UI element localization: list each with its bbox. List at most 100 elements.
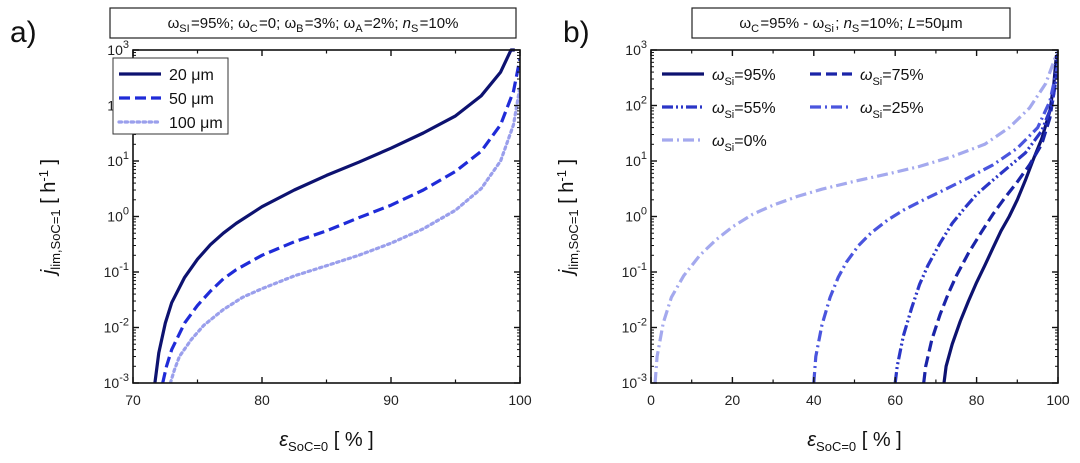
annotation-part: n (403, 15, 411, 32)
y-tick-exponent: 1 (123, 150, 129, 162)
annotation-part: =95%; ω (191, 15, 250, 32)
series-group (653, 49, 1058, 383)
legend-symbol: ω (712, 100, 724, 117)
y-tick-mantissa: 10 (625, 153, 641, 169)
legend-subscript: Si (872, 109, 882, 121)
x-axis-title: εSoC=0 [ % ] (807, 429, 902, 454)
y-tick-mantissa: 10 (622, 375, 638, 391)
y-tick-exponent: -3 (637, 372, 647, 384)
series-line-2 (893, 66, 1058, 383)
legend-subscript: Si (724, 76, 734, 88)
chart-panel-b: b)0 20 40 60 80 10010-310-210-1100101102103εS… (554, 7, 1070, 454)
y-axis-subscript: lim,SoC=1 (48, 209, 63, 269)
y-tick-mantissa: 10 (107, 209, 123, 225)
y-tick-label: 103 (625, 39, 647, 58)
y-axis-unit: [ h (38, 182, 60, 210)
y-tick-exponent: 2 (641, 95, 647, 107)
annotation-box (691, 7, 1011, 39)
y-tick-mantissa: 10 (104, 264, 120, 280)
annotation-subscript: C (751, 23, 759, 35)
y-axis-unit-end: ] (556, 159, 578, 170)
y-tick-exponent: 3 (123, 39, 129, 51)
legend-symbol: ω (712, 67, 724, 84)
y-tick-mantissa: 10 (625, 42, 641, 58)
y-tick-exponent: 1 (641, 150, 647, 162)
panel-letter: b) (563, 16, 590, 49)
annotation-part: L (908, 15, 916, 32)
annotation-part: ω (739, 15, 751, 32)
series-line-0 (942, 55, 1058, 383)
series-line-0 (153, 48, 515, 383)
y-tick-mantissa: 10 (625, 209, 641, 225)
legend-subscript: Si (724, 109, 734, 121)
y-tick-label: 10-1 (104, 261, 129, 280)
legend-label: ωSi=95% (712, 67, 776, 88)
y-tick-exponent: -1 (119, 261, 129, 273)
series-line-4 (653, 49, 1058, 383)
y-tick-label: 10-2 (104, 317, 129, 336)
annotation-part: ω (168, 15, 180, 32)
legend-value: =0% (734, 133, 766, 150)
y-tick-label: 10-3 (104, 372, 129, 391)
x-tick-label: 70 (125, 392, 141, 408)
legend-value: =95% (734, 67, 775, 84)
x-tick-label: 100 (508, 392, 532, 408)
x-tick-label: 80 (969, 392, 985, 408)
annotation-part: =95% - ω (760, 15, 824, 32)
y-tick-mantissa: 10 (104, 375, 120, 391)
y-tick-mantissa: 10 (625, 98, 641, 114)
x-tick-label: 80 (254, 392, 270, 408)
annotation-subscript: A (355, 23, 363, 35)
legend-label: ωSi=55% (712, 100, 776, 121)
y-tick-mantissa: 10 (107, 42, 123, 58)
legend-subscript: Si (724, 142, 734, 154)
x-tick-label: 40 (806, 392, 822, 408)
y-tick-label: 103 (107, 39, 129, 58)
x-tick-label: 20 (725, 392, 741, 408)
legend-value: =55% (734, 100, 775, 117)
y-tick-exponent: 0 (641, 206, 647, 218)
y-axis-unit: [ h (556, 182, 578, 210)
y-axis-unit-end: ] (38, 159, 60, 170)
legend-label: ωSi=0% (712, 133, 767, 154)
x-tick-label: 60 (887, 392, 903, 408)
legend-label: 50 μm (169, 91, 214, 108)
annotation-part: =10% (420, 15, 459, 32)
y-tick-label: 10-2 (622, 317, 647, 336)
x-axis-unit: [ % ] (328, 429, 374, 451)
annotation-part: =50μm (916, 15, 963, 32)
y-tick-mantissa: 10 (107, 153, 123, 169)
y-tick-exponent: -3 (119, 372, 129, 384)
y-tick-label: 10-1 (622, 261, 647, 280)
legend-value: =25% (882, 100, 923, 117)
y-tick-mantissa: 10 (104, 320, 120, 336)
legend-label: ωSi=25% (860, 100, 924, 121)
x-axis-unit: [ % ] (856, 429, 902, 451)
annotation-part: =10%; (861, 15, 908, 32)
y-tick-label: 101 (107, 150, 129, 169)
legend-label: ωSi=75% (860, 67, 924, 88)
annotation-subscript: Si (824, 23, 834, 35)
series-line-3 (812, 64, 1058, 383)
legend: 20 μm 50 μm 100 μm (112, 57, 229, 135)
legend-symbol: ω (860, 67, 872, 84)
x-tick-label: 100 (1046, 392, 1070, 408)
y-tick-exponent: 3 (641, 39, 647, 51)
y-tick-label: 102 (625, 95, 647, 114)
chart-panel-a: a)70809010010-310-210-1100101102103εSoC=… (10, 7, 532, 454)
legend-label: 20 μm (169, 67, 214, 84)
legend-subscript: Si (872, 76, 882, 88)
annotation-subscript: S (852, 23, 859, 35)
legend-label: 100 μm (169, 115, 223, 132)
legend: ωSi=95% ωSi=75%ωSi=55% ωSi=25%ωSi=0% (662, 67, 924, 154)
annotation-part: ; (835, 15, 843, 32)
y-tick-label: 10-3 (622, 372, 647, 391)
y-axis-superscript: -1 (554, 170, 569, 182)
y-tick-mantissa: 10 (622, 320, 638, 336)
series-group (153, 48, 520, 383)
y-tick-label: 100 (107, 206, 129, 225)
x-axis-symbol: ε (279, 429, 289, 451)
series-line-1 (922, 49, 1058, 383)
annotation-part: =3%; ω (305, 15, 356, 32)
